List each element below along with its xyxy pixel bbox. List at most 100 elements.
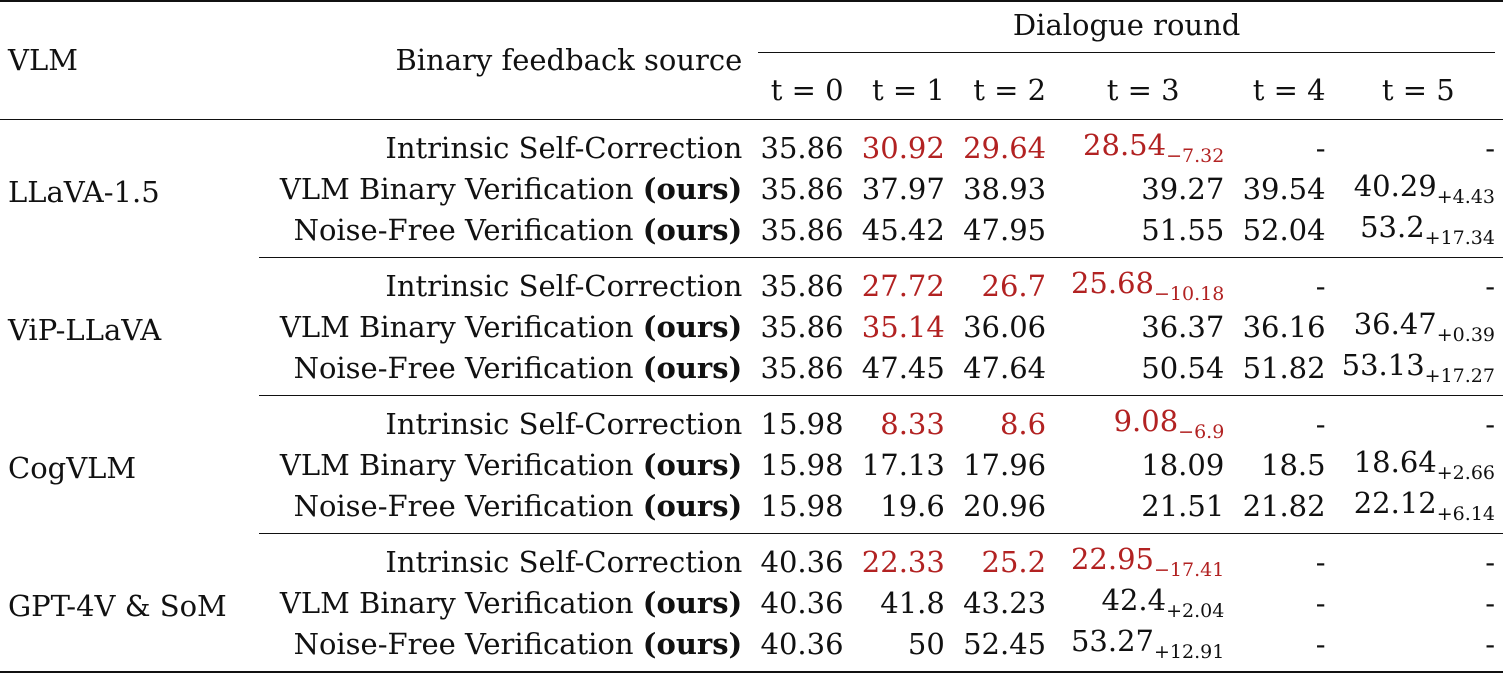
score-value: 47.45: [861, 351, 945, 385]
score-cell: 25.2: [953, 534, 1054, 583]
score-value: -: [1315, 407, 1326, 441]
score-cell: 15.98: [750, 396, 851, 445]
score-value: 47.95: [963, 213, 1047, 247]
feedback-source-cell: Intrinsic Self-Correction: [259, 258, 751, 307]
feedback-source-cell: VLM Binary Verification (ours): [259, 583, 751, 624]
score-value: 25.2: [981, 545, 1047, 579]
score-cell: 18.5: [1232, 445, 1333, 486]
score-cell: -: [1334, 396, 1503, 445]
score-delta: −6.9: [1178, 421, 1225, 443]
score-cell: -: [1232, 258, 1333, 307]
score-cell: 15.98: [750, 486, 851, 534]
score-value: 22.33: [861, 545, 945, 579]
header-dialogue-round: Dialogue round: [750, 1, 1503, 62]
score-cell: 22.33: [852, 534, 953, 583]
ours-tag: (ours): [642, 586, 743, 620]
score-cell: 35.86: [750, 348, 851, 396]
vlm-name-cell: ViP-LLaVA: [8, 313, 162, 348]
score-cell: 35.86: [750, 258, 851, 307]
score-cell: -: [1334, 583, 1503, 624]
feedback-source-cell: Intrinsic Self-Correction: [258, 119, 751, 169]
score-cell: -: [1232, 624, 1333, 672]
separator-rule: [258, 257, 1503, 258]
feedback-source-cell: VLM Binary Verification (ours): [259, 307, 751, 348]
score-cell: 20.96: [953, 486, 1054, 534]
score-value: 53.13: [1341, 348, 1425, 382]
score-delta: +6.14: [1436, 503, 1495, 525]
group-separator: [0, 533, 1503, 534]
table-row: VLM Binary Verification (ours) 35.86 37.97…: [0, 169, 1503, 210]
table-row: Noise-Free Verification (ours) 35.86 45.42…: [0, 210, 1503, 258]
score-value: -: [1315, 269, 1326, 303]
header-round-t1: t = 1: [871, 73, 945, 107]
score-value: 30.92: [861, 131, 945, 165]
feedback-source-label: Intrinsic Self-Correction: [385, 545, 743, 579]
score-value: 40.36: [760, 586, 844, 620]
score-value: 47.64: [963, 351, 1047, 385]
table-row: Noise-Free Verification (ours) 15.98 19.6 2…: [0, 486, 1503, 534]
score-value: 25.68: [1070, 266, 1154, 300]
score-value: 45.42: [861, 213, 945, 247]
score-value: 8.33: [880, 407, 945, 441]
header-row-2: t = 0 t = 1 t = 2 t = 3 t = 4 t = 5: [0, 62, 1503, 120]
ours-tag: (ours): [642, 627, 743, 661]
header-round-t5: t = 5: [1381, 73, 1455, 107]
header-round-t3: t = 3: [1106, 73, 1180, 107]
score-value: -: [1485, 269, 1495, 303]
score-value: 17.13: [861, 448, 945, 482]
score-cell: 18.09: [1054, 445, 1232, 486]
ours-tag: (ours): [642, 310, 743, 344]
score-cell: 35.86: [750, 119, 852, 169]
score-cell: 25.68−10.18: [1054, 258, 1232, 307]
score-cell: 47.64: [953, 348, 1054, 396]
score-cell: 28.54−7.32: [1054, 119, 1233, 169]
score-cell: 53.27+12.91: [1054, 624, 1232, 672]
score-value: -: [1315, 586, 1326, 620]
ours-tag: (ours): [642, 213, 743, 247]
table-row: VLM Binary Verification (ours) 35.86 35.14…: [0, 307, 1503, 348]
results-table: VLM Binary feedback source Dialogue roun…: [0, 1, 1503, 672]
score-cell: 38.93: [953, 169, 1054, 210]
table-row: Noise-Free Verification (ours) 40.36 50 52.…: [0, 624, 1503, 672]
score-cell: -: [1232, 396, 1333, 445]
feedback-source-cell: Intrinsic Self-Correction: [259, 396, 751, 445]
score-cell: 39.27: [1054, 169, 1232, 210]
table-body: LLaVA-1.5 Intrinsic Self-Correction 35.86 3…: [0, 119, 1503, 672]
score-value: 26.7: [981, 269, 1047, 303]
score-cell: 36.16: [1232, 307, 1333, 348]
score-cell: 29.64: [952, 119, 1055, 169]
score-value: 43.23: [963, 586, 1047, 620]
score-delta: −10.18: [1153, 283, 1225, 305]
score-value: 40.29: [1353, 169, 1437, 203]
table-row: CogVLM Intrinsic Self-Correction 15.98 8.33…: [0, 396, 1503, 483]
score-value: 50: [907, 627, 945, 661]
dialogue-round-label: Dialogue round: [758, 11, 1495, 53]
score-value: 36.47: [1353, 307, 1437, 341]
score-value: 51.82: [1242, 351, 1326, 385]
score-value: 53.27: [1070, 624, 1154, 658]
score-cell: -: [1232, 119, 1334, 169]
score-cell: 22.12+6.14: [1334, 486, 1503, 534]
score-value: 18.64: [1353, 445, 1437, 479]
score-delta: +2.04: [1166, 600, 1225, 622]
score-cell: 41.8: [852, 583, 953, 624]
table-row: VLM Binary Verification (ours) 15.98 17.13…: [0, 445, 1503, 486]
score-value: 27.72: [861, 269, 945, 303]
score-value: 52.04: [1242, 213, 1326, 247]
score-cell: 52.45: [953, 624, 1054, 672]
score-value: -: [1485, 131, 1495, 165]
feedback-source-label: Intrinsic Self-Correction: [385, 131, 743, 165]
score-cell: 8.33: [852, 396, 953, 445]
header-vlm: VLM: [8, 43, 78, 77]
score-value: 41.8: [880, 586, 945, 620]
ours-tag: (ours): [642, 448, 743, 482]
score-value: 39.27: [1141, 172, 1225, 206]
table-row: LLaVA-1.5 Intrinsic Self-Correction 35.86 3…: [0, 119, 1503, 258]
score-value: 21.82: [1242, 489, 1326, 523]
score-cell: 53.2+17.34: [1334, 210, 1503, 258]
score-value: 22.95: [1070, 542, 1154, 576]
score-cell: 47.95: [953, 210, 1054, 258]
score-value: 21.51: [1141, 489, 1225, 523]
score-cell: 21.82: [1232, 486, 1333, 534]
score-cell: 21.51: [1054, 486, 1232, 534]
